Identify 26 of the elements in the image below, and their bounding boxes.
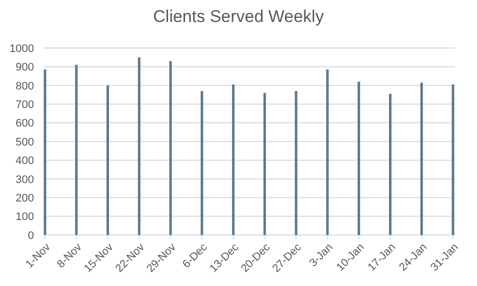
y-tick-label: 400 xyxy=(16,155,34,168)
bar xyxy=(388,94,392,235)
y-tick-label: 100 xyxy=(16,211,34,224)
bar xyxy=(326,70,329,235)
bar xyxy=(452,84,454,235)
bar xyxy=(232,84,235,235)
bar xyxy=(358,82,360,235)
y-tick-label: 300 xyxy=(16,174,34,186)
y-tick-label: 600 xyxy=(16,118,34,130)
bar xyxy=(169,61,172,235)
bar xyxy=(200,91,204,235)
y-tick-label: 700 xyxy=(16,98,34,111)
bar xyxy=(420,82,423,235)
bar xyxy=(138,57,140,235)
bar xyxy=(44,70,46,235)
chart-title: Clients Served Weekly xyxy=(153,7,324,26)
y-tick-label: 1000 xyxy=(10,42,34,55)
y-tick-label: 0 xyxy=(28,230,34,242)
y-tick-label: 900 xyxy=(16,62,34,74)
bar xyxy=(106,85,110,235)
bar xyxy=(263,92,266,235)
y-tick-label: 200 xyxy=(16,192,34,204)
bar xyxy=(294,91,298,235)
y-tick-label: 800 xyxy=(16,80,34,92)
bar xyxy=(75,64,78,235)
y-tick-label: 500 xyxy=(16,136,34,148)
